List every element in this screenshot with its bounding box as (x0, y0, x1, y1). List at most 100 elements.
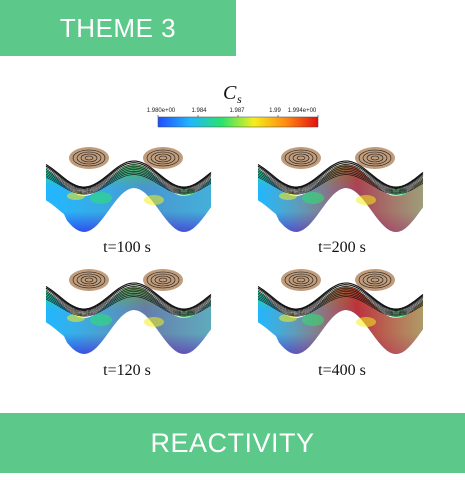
vortex-region (281, 269, 321, 291)
concentration-patch (144, 195, 164, 205)
streamline (257, 167, 424, 191)
streamline (45, 282, 212, 310)
streamline (45, 291, 212, 314)
streamline-loop (150, 273, 176, 287)
streamline-loop (158, 155, 168, 161)
concentration-patch (356, 195, 376, 205)
vortex-region (355, 269, 395, 291)
panel-caption: t=120 s (103, 362, 151, 379)
colorbar-gradient (157, 116, 319, 128)
streamline (257, 282, 424, 310)
colorbar-tick-label: 1.984 (191, 108, 207, 114)
vortex-region (143, 147, 183, 169)
concentration-patch (302, 314, 324, 326)
streamline-loop (154, 275, 172, 285)
streamline (257, 165, 424, 191)
streamline-loop (358, 271, 392, 289)
streamline (45, 169, 212, 192)
reactivity-label: REACTIVITY (150, 427, 315, 458)
streamline (257, 292, 424, 315)
streamline (257, 162, 424, 189)
streamline-loop (76, 151, 102, 165)
streamline (257, 289, 424, 313)
streamline-loop (296, 155, 306, 161)
streamline (257, 296, 424, 317)
streamline (257, 174, 424, 195)
theme-banner: THEME 3 (0, 0, 236, 56)
colorbar-title: C (223, 82, 237, 104)
streamline (45, 165, 212, 191)
streamline (45, 167, 212, 191)
streamline (257, 172, 424, 194)
streamline-loop (292, 275, 310, 285)
panel-caption: t=400 s (318, 362, 366, 379)
panel-t120 (45, 269, 212, 354)
vortex-region (281, 147, 321, 169)
streamline-loop (150, 151, 176, 165)
vortex-region (69, 147, 109, 169)
vortex-region (143, 269, 183, 291)
vortex-region (355, 147, 395, 169)
streamline (45, 170, 212, 193)
streamline-loop (154, 153, 172, 163)
streamline-loop (284, 149, 318, 167)
streamline-loop (80, 275, 98, 285)
concentration-patch (90, 192, 112, 204)
theme-label: THEME 3 (59, 12, 177, 43)
panel-caption: t=200 s (318, 239, 366, 256)
streamline-loop (288, 151, 314, 165)
streamline-loop (72, 271, 106, 289)
streamline (257, 287, 424, 313)
streamline-loop (84, 155, 94, 161)
panel-t200 (257, 147, 424, 232)
streamline-loop (72, 149, 106, 167)
concentration-patch (90, 314, 112, 326)
streamline (45, 164, 212, 190)
colorbar-tick-label: 1.994e+00 (288, 108, 317, 114)
flow-field-hotspot (46, 286, 211, 354)
streamline (45, 160, 212, 188)
streamline (45, 286, 212, 312)
streamline (257, 170, 424, 193)
streamline (45, 287, 212, 313)
streamline-loop (370, 155, 380, 161)
streamline (257, 291, 424, 314)
streamline-loop (288, 273, 314, 287)
streamline (257, 160, 424, 188)
streamline (257, 169, 424, 192)
streamline (45, 292, 212, 315)
streamline-loop (146, 149, 180, 167)
streamline-loop (292, 153, 310, 163)
colorbar-tick-label: 1.99 (269, 108, 281, 114)
streamline (45, 296, 212, 317)
panel-t100 (45, 147, 212, 232)
streamline-loop (358, 149, 392, 167)
streamline (45, 284, 212, 311)
reactivity-banner: REACTIVITY (0, 413, 465, 473)
streamline (257, 294, 424, 316)
streamline-loop (370, 277, 380, 283)
colorbar-title-sub: s (237, 92, 242, 106)
streamline-loop (366, 153, 384, 163)
streamline (257, 164, 424, 190)
streamline-loop (284, 271, 318, 289)
concentration-patch (356, 317, 376, 327)
streamline (45, 289, 212, 313)
concentration-patch (144, 317, 164, 327)
colorbar-tick-label: 1.987 (229, 108, 245, 114)
streamline-loop (296, 277, 306, 283)
streamline (45, 294, 212, 316)
streamline (257, 284, 424, 311)
streamline-loop (362, 151, 388, 165)
streamline (45, 174, 212, 195)
streamline-loop (146, 271, 180, 289)
streamline (45, 172, 212, 194)
flow-field-hotspot (46, 164, 211, 232)
streamline (45, 162, 212, 189)
streamline-loop (362, 273, 388, 287)
streamline-loop (366, 275, 384, 285)
vortex-region (69, 269, 109, 291)
streamline-loop (80, 153, 98, 163)
concentration-patch (302, 192, 324, 204)
streamline-loop (76, 273, 102, 287)
